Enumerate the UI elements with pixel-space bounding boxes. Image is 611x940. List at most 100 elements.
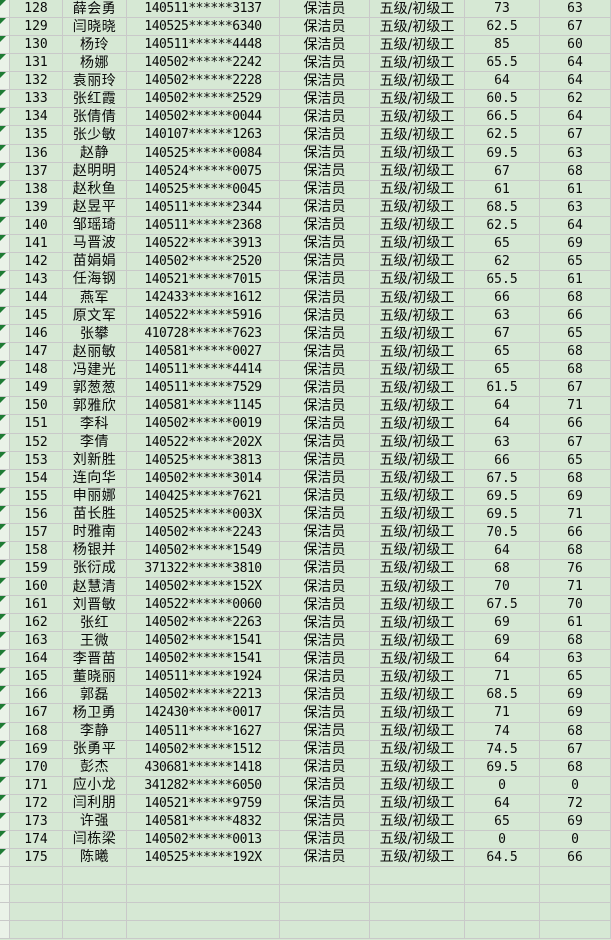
cell-row-number[interactable]: 146: [10, 325, 63, 344]
cell-name[interactable]: 李科: [63, 415, 127, 434]
cell-id-number[interactable]: 140502******0013: [127, 830, 280, 849]
cell-name[interactable]: 时雅南: [63, 523, 127, 542]
cell-skill-level[interactable]: 五级/初级工: [370, 325, 465, 344]
cell-row-number[interactable]: 143: [10, 270, 63, 289]
cell-name[interactable]: 应小龙: [63, 776, 127, 795]
cell-skill-level[interactable]: 五级/初级工: [370, 361, 465, 380]
cell-score-2[interactable]: 61: [540, 180, 611, 199]
cell-name[interactable]: 张倩倩: [63, 108, 127, 127]
cell-skill-level[interactable]: 五级/初级工: [370, 740, 465, 759]
cell-name[interactable]: 张红: [63, 614, 127, 633]
cell-score-2[interactable]: 67: [540, 126, 611, 145]
cell-score-2[interactable]: 61: [540, 614, 611, 633]
cell-job-title[interactable]: 保洁员: [280, 397, 370, 416]
cell-name[interactable]: [63, 867, 127, 886]
cell-score-2[interactable]: 71: [540, 578, 611, 597]
cell-score-2[interactable]: 0: [540, 830, 611, 849]
cell-id-number[interactable]: 140525******3813: [127, 451, 280, 470]
cell-id-number[interactable]: 341282******6050: [127, 776, 280, 795]
cell-score-1[interactable]: 60.5: [465, 90, 540, 109]
cell-name[interactable]: 薛会勇: [63, 0, 127, 19]
row-marker-cell[interactable]: [0, 704, 10, 723]
cell-row-number[interactable]: 140: [10, 216, 63, 235]
cell-name[interactable]: 张攀: [63, 325, 127, 344]
row-marker-cell[interactable]: [0, 36, 10, 55]
cell-score-1[interactable]: 0: [465, 830, 540, 849]
cell-row-number[interactable]: 166: [10, 686, 63, 705]
row-marker-cell[interactable]: [0, 108, 10, 127]
cell-skill-level[interactable]: 五级/初级工: [370, 397, 465, 416]
cell-score-1[interactable]: 68.5: [465, 198, 540, 217]
cell-score-2[interactable]: 71: [540, 505, 611, 524]
cell-row-number[interactable]: [10, 867, 63, 886]
cell-skill-level[interactable]: 五级/初级工: [370, 487, 465, 506]
row-marker-cell[interactable]: [0, 722, 10, 741]
cell-score-1[interactable]: [465, 903, 540, 922]
cell-score-2[interactable]: 64: [540, 54, 611, 73]
cell-score-2[interactable]: 63: [540, 0, 611, 19]
cell-name[interactable]: 燕军: [63, 289, 127, 308]
cell-name[interactable]: 陈曦: [63, 848, 127, 867]
cell-skill-level[interactable]: 五级/初级工: [370, 252, 465, 271]
cell-name[interactable]: 申丽娜: [63, 487, 127, 506]
row-marker-cell[interactable]: [0, 234, 10, 253]
cell-score-1[interactable]: 61: [465, 180, 540, 199]
cell-job-title[interactable]: 保洁员: [280, 830, 370, 849]
row-marker-cell[interactable]: [0, 867, 10, 886]
cell-score-2[interactable]: 68: [540, 289, 611, 308]
cell-score-1[interactable]: 71: [465, 704, 540, 723]
cell-id-number[interactable]: 140502******3014: [127, 469, 280, 488]
cell-id-number[interactable]: 140502******2228: [127, 72, 280, 91]
cell-job-title[interactable]: 保洁员: [280, 740, 370, 759]
cell-id-number[interactable]: 140524******0075: [127, 162, 280, 181]
cell-job-title[interactable]: 保洁员: [280, 54, 370, 73]
cell-id-number[interactable]: 140511******1627: [127, 722, 280, 741]
cell-score-2[interactable]: 69: [540, 686, 611, 705]
cell-score-2[interactable]: 76: [540, 559, 611, 578]
cell-row-number[interactable]: 173: [10, 812, 63, 831]
cell-skill-level[interactable]: 五级/初级工: [370, 614, 465, 633]
cell-name[interactable]: 闫晓晓: [63, 18, 127, 37]
cell-row-number[interactable]: 164: [10, 650, 63, 669]
cell-score-1[interactable]: 69.5: [465, 487, 540, 506]
cell-job-title[interactable]: 保洁员: [280, 469, 370, 488]
cell-skill-level[interactable]: 五级/初级工: [370, 0, 465, 19]
cell-score-2[interactable]: 71: [540, 397, 611, 416]
cell-score-2[interactable]: [540, 921, 611, 940]
cell-score-1[interactable]: 64: [465, 397, 540, 416]
cell-name[interactable]: 闫利朋: [63, 794, 127, 813]
cell-score-1[interactable]: 65.5: [465, 270, 540, 289]
cell-job-title[interactable]: 保洁员: [280, 559, 370, 578]
cell-name[interactable]: 张勇平: [63, 740, 127, 759]
cell-row-number[interactable]: 161: [10, 596, 63, 615]
cell-job-title[interactable]: 保洁员: [280, 776, 370, 795]
cell-score-1[interactable]: [465, 921, 540, 940]
cell-skill-level[interactable]: 五级/初级工: [370, 90, 465, 109]
cell-score-2[interactable]: [540, 885, 611, 904]
row-marker-cell[interactable]: [0, 198, 10, 217]
cell-skill-level[interactable]: 五级/初级工: [370, 270, 465, 289]
cell-score-1[interactable]: 63: [465, 307, 540, 326]
row-marker-cell[interactable]: [0, 252, 10, 271]
row-marker-cell[interactable]: [0, 90, 10, 109]
cell-score-1[interactable]: 66: [465, 451, 540, 470]
cell-score-2[interactable]: 69: [540, 234, 611, 253]
cell-score-1[interactable]: 62.5: [465, 126, 540, 145]
cell-score-2[interactable]: 69: [540, 487, 611, 506]
row-marker-cell[interactable]: [0, 505, 10, 524]
cell-job-title[interactable]: 保洁员: [280, 216, 370, 235]
row-marker-cell[interactable]: [0, 0, 10, 19]
cell-id-number[interactable]: 140581******4832: [127, 812, 280, 831]
cell-skill-level[interactable]: 五级/初级工: [370, 289, 465, 308]
cell-name[interactable]: 刘新胜: [63, 451, 127, 470]
cell-name[interactable]: 张红霞: [63, 90, 127, 109]
cell-id-number[interactable]: 140502******1549: [127, 541, 280, 560]
row-marker-cell[interactable]: [0, 180, 10, 199]
cell-id-number[interactable]: 140525******192X: [127, 848, 280, 867]
cell-skill-level[interactable]: [370, 867, 465, 886]
cell-score-1[interactable]: 63: [465, 433, 540, 452]
cell-row-number[interactable]: 169: [10, 740, 63, 759]
cell-score-2[interactable]: 67: [540, 433, 611, 452]
cell-name[interactable]: 郭葱葱: [63, 379, 127, 398]
cell-id-number[interactable]: 140521******9759: [127, 794, 280, 813]
